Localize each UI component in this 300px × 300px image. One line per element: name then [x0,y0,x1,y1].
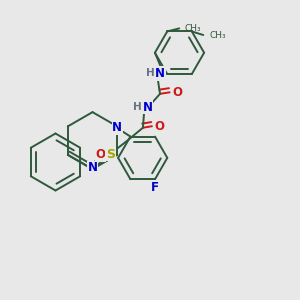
Text: N: N [88,161,98,174]
Text: S: S [106,148,115,160]
Text: F: F [151,181,159,194]
Text: N: N [142,101,152,114]
Text: H: H [134,102,142,112]
Text: N: N [155,67,165,80]
Text: H: H [146,68,155,78]
Text: O: O [172,86,182,99]
Text: N: N [112,122,122,134]
Text: O: O [96,148,106,161]
Text: CH₃: CH₃ [209,31,226,40]
Text: O: O [154,120,164,133]
Text: CH₃: CH₃ [184,24,201,33]
